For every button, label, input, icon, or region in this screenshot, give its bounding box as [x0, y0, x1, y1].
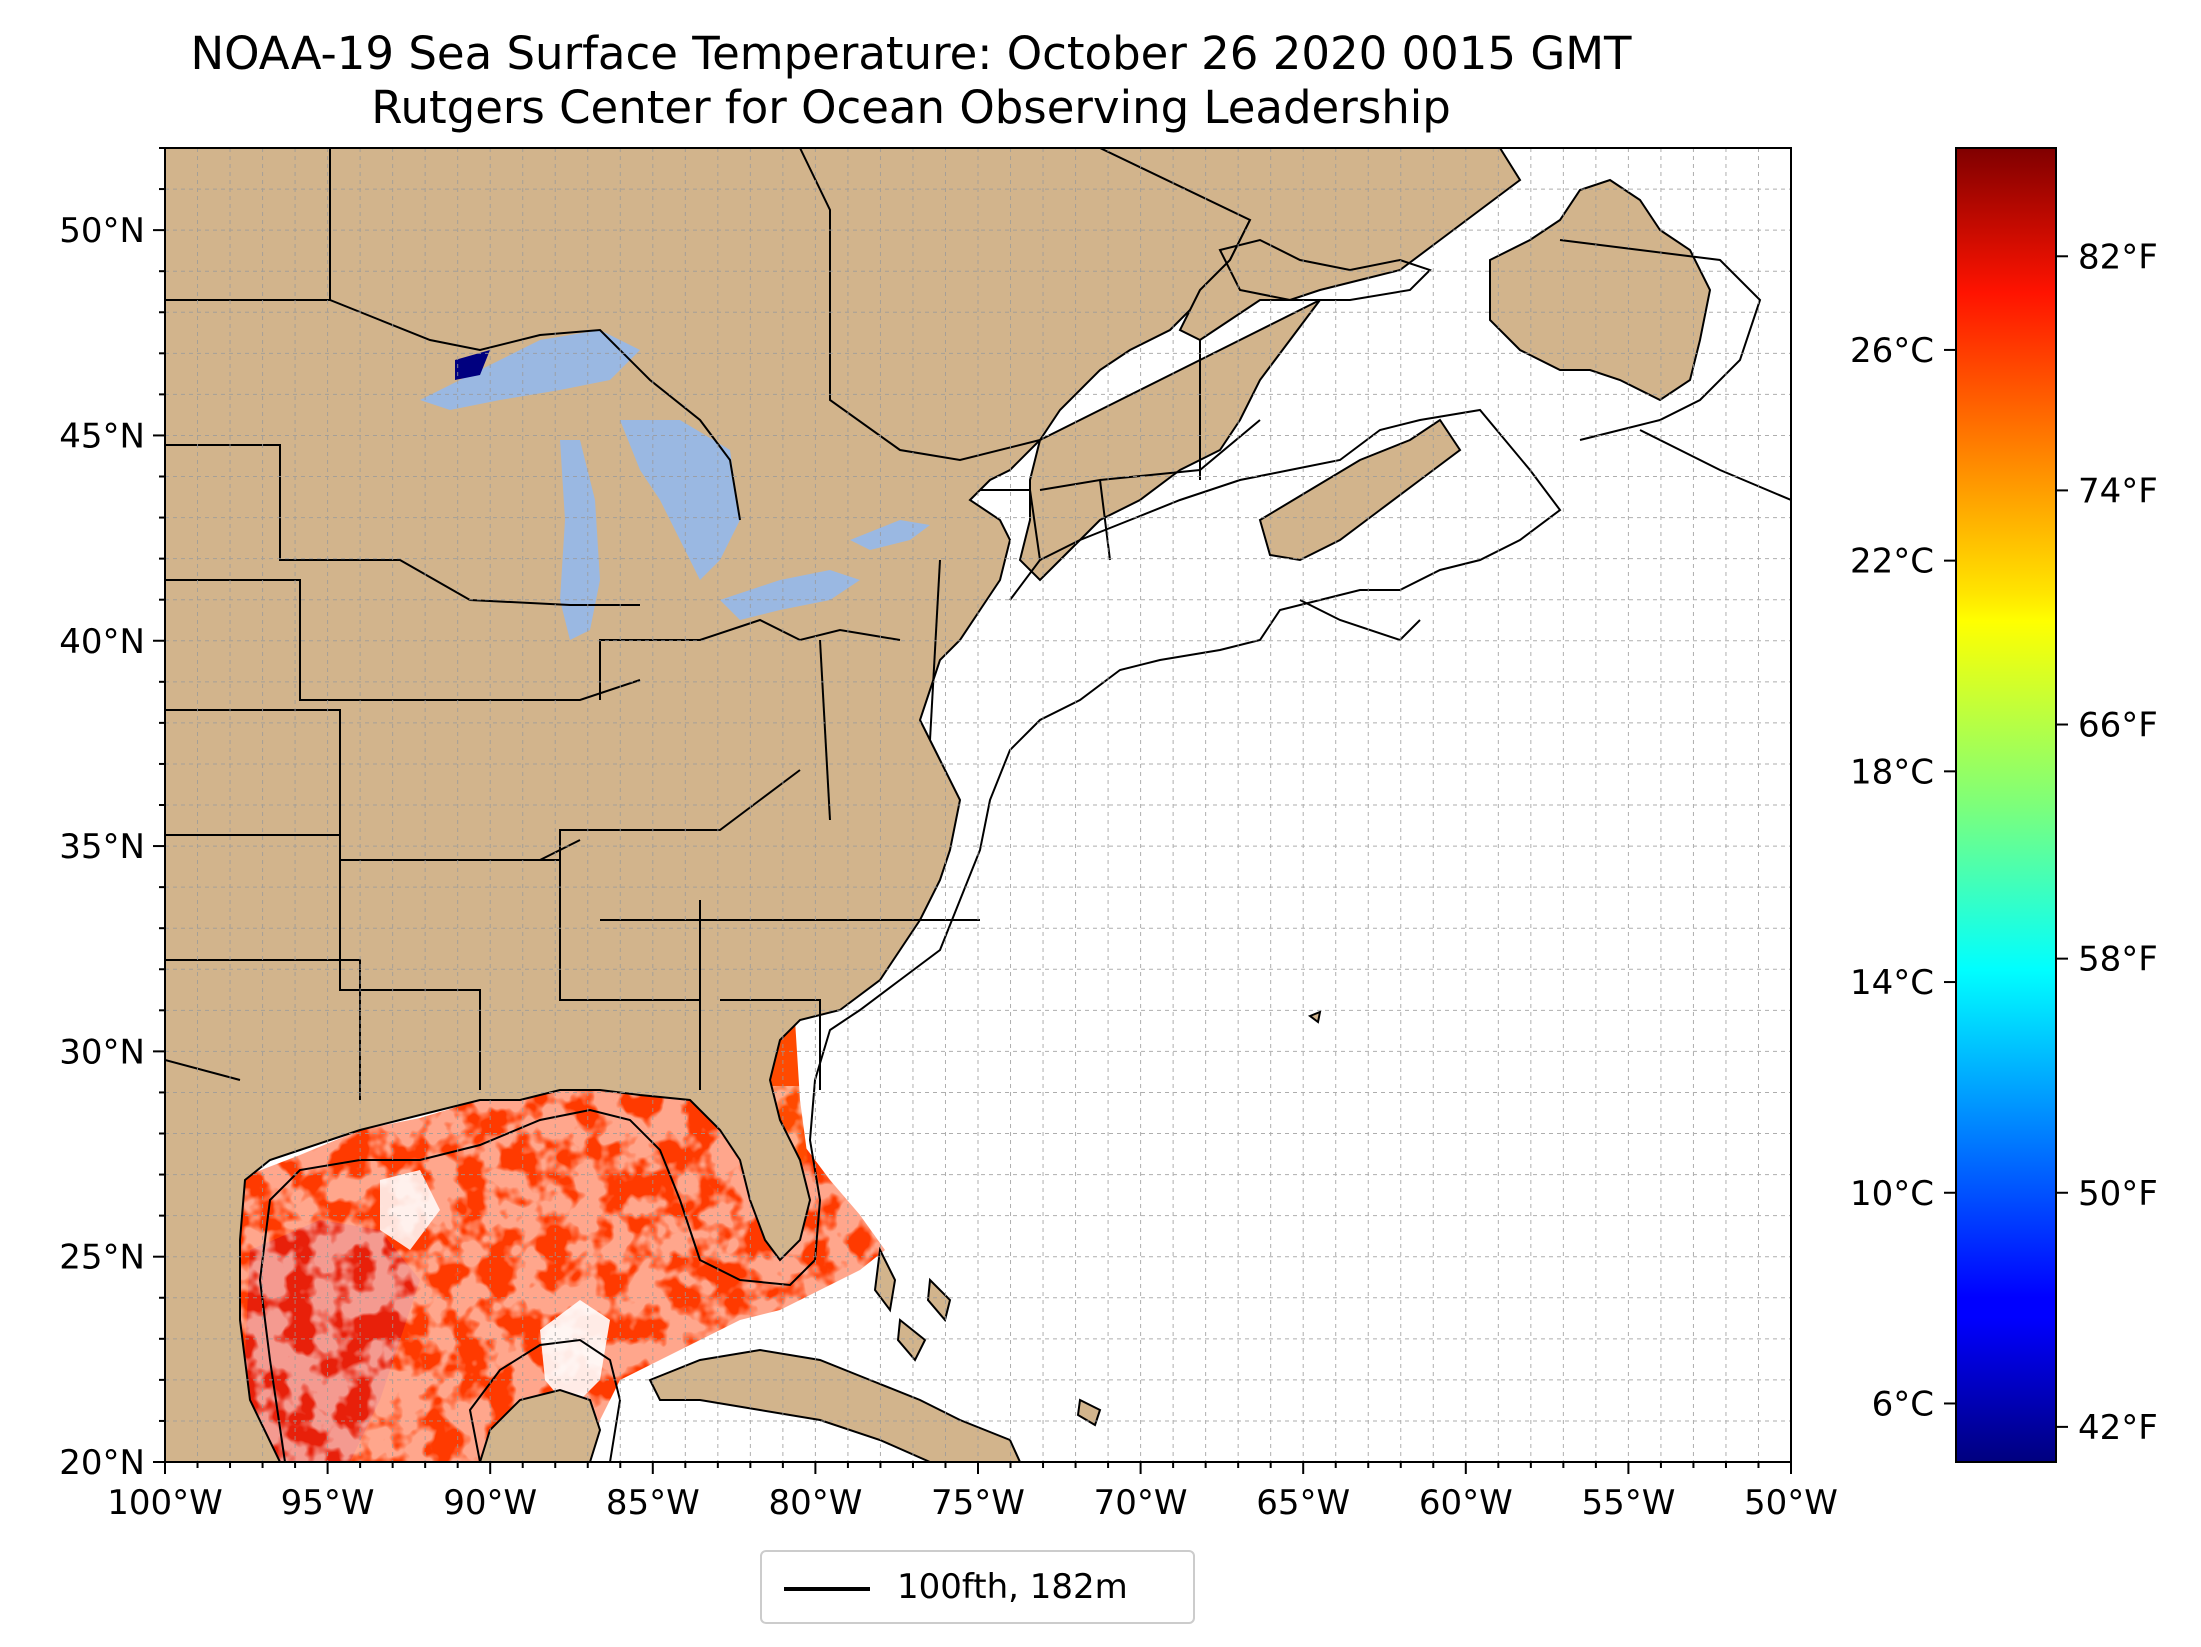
- map-subtitle: Rutgers Center for Ocean Observing Leade…: [371, 81, 1451, 134]
- political-borders: [165, 148, 1261, 1100]
- lat-tick-label: 45°N: [59, 416, 145, 456]
- lon-tick-label: 70°W: [1094, 1483, 1188, 1523]
- colorbar-c-label: 14°C: [1850, 963, 1934, 1003]
- latitude-axis: 20°N 25°N 30°N 35°N 40°N 45°N 50°N: [59, 147, 165, 1483]
- lat-tick-label: 20°N: [59, 1443, 145, 1483]
- colorbar-c-label: 26°C: [1850, 331, 1934, 371]
- lat-tick-label: 25°N: [59, 1238, 145, 1278]
- lon-tick-label: 80°W: [768, 1483, 862, 1523]
- legend-label: 100fth, 182m: [897, 1567, 1128, 1607]
- lon-tick-label: 85°W: [606, 1483, 700, 1523]
- colorbar-f-label: 50°F: [2078, 1174, 2158, 1214]
- colorbar-celsius-axis: 26°C 22°C 18°C 14°C 10°C 6°C: [1850, 331, 1956, 1424]
- land-nova-scotia: [1258, 418, 1462, 562]
- colorbar-c-label: 18°C: [1850, 752, 1934, 792]
- lon-tick-label: 90°W: [443, 1483, 537, 1523]
- isobath-100fth: [258, 238, 1791, 1462]
- colorbar-f-label: 58°F: [2078, 940, 2158, 980]
- lat-tick-label: 30°N: [59, 1032, 145, 1072]
- legend: 100fth, 182m: [760, 1550, 1195, 1624]
- colorbar-f-label: 42°F: [2078, 1408, 2158, 1448]
- lon-tick-label: 65°W: [1256, 1483, 1350, 1523]
- lon-tick-label: 55°W: [1581, 1483, 1675, 1523]
- lon-tick-label: 95°W: [281, 1483, 375, 1523]
- great-lakes: [420, 330, 930, 640]
- land-newfoundland: [1489, 178, 1712, 402]
- lat-tick-label: 35°N: [59, 827, 145, 867]
- lon-tick-label: 100°W: [107, 1483, 223, 1523]
- lon-tick-label: 60°W: [1419, 1483, 1513, 1523]
- colorbar: [1955, 147, 2057, 1463]
- colorbar-f-label: 82°F: [2078, 237, 2158, 277]
- map-area: [165, 148, 1791, 1462]
- lon-tick-label: 50°W: [1744, 1483, 1838, 1523]
- lat-tick-label: 50°N: [59, 211, 145, 251]
- colorbar-fahrenheit-axis: 82°F 74°F 66°F 58°F 50°F 42°F: [2056, 237, 2158, 1448]
- legend-line-swatch: [784, 1587, 870, 1591]
- longitude-axis: 100°W 95°W 90°W 85°W 80°W 75°W 70°W 65°W 60°W 55°…: [107, 1462, 1838, 1523]
- colorbar-f-label: 66°F: [2078, 706, 2158, 746]
- colorbar-c-label: 6°C: [1872, 1384, 1934, 1424]
- colorbar-c-label: 22°C: [1850, 542, 1934, 582]
- map-title: NOAA-19 Sea Surface Temperature: October…: [190, 27, 1632, 80]
- lon-tick-label: 75°W: [931, 1483, 1025, 1523]
- lat-tick-label: 40°N: [59, 622, 145, 662]
- gridlines: [165, 148, 1791, 1462]
- colorbar-c-label: 10°C: [1850, 1174, 1934, 1214]
- colorbar-f-label: 74°F: [2078, 471, 2158, 511]
- land-cuba: [648, 1348, 1022, 1462]
- land-yucatan: [478, 1388, 602, 1462]
